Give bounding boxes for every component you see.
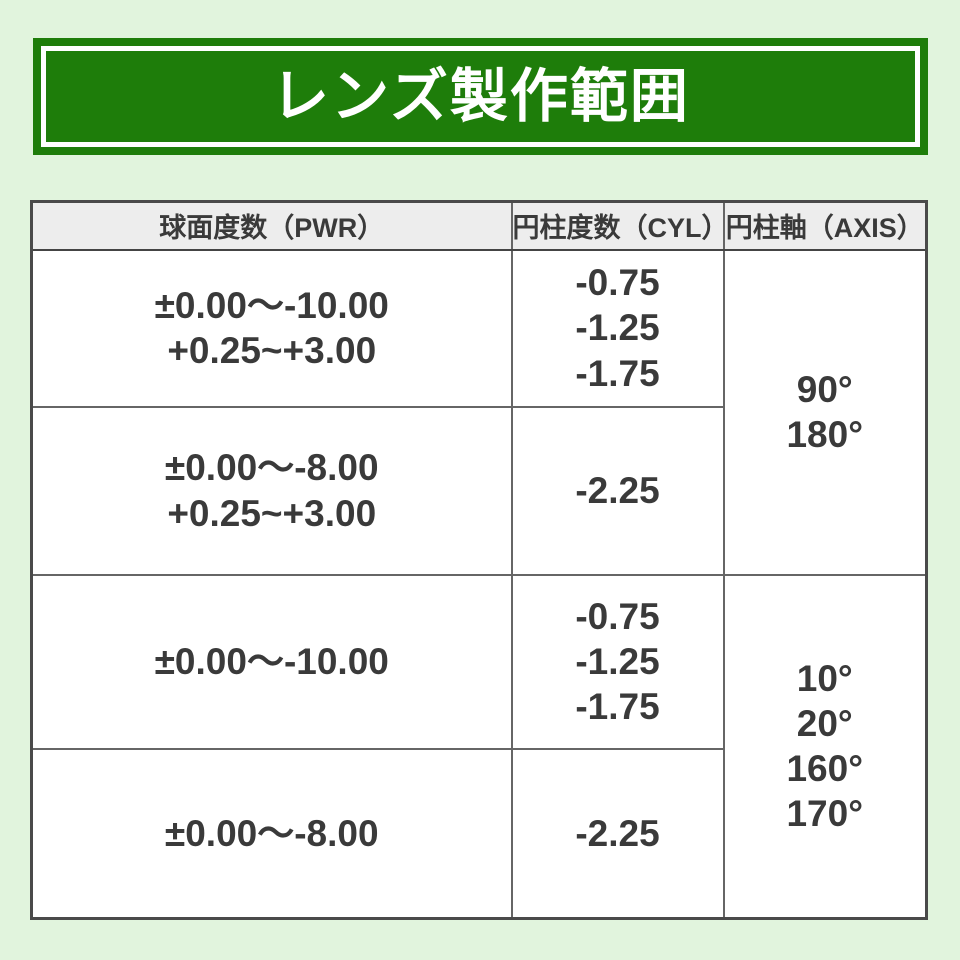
- page: { "banner": { "title": "レンズ製作範囲" }, "tab…: [0, 38, 960, 960]
- pwr-range-cell-4: ±0.00～-8.00: [30, 747, 513, 920]
- axis-values-cell-2: 10° 20° 160° 170°: [722, 573, 928, 920]
- header-axis: 円柱軸（AXIS）: [722, 200, 928, 251]
- cyl-values-cell-4: -2.25: [510, 747, 725, 920]
- pwr-range-cell-1: ±0.00～-10.00 +0.25~+3.00: [30, 248, 513, 408]
- cyl-values-cell-1: -0.75 -1.25 -1.75: [510, 248, 725, 408]
- title-banner: レンズ製作範囲: [33, 38, 928, 155]
- table-row: ±0.00～-10.00 -0.75 -1.25 -1.75 10° 20° 160° 1…: [30, 573, 928, 920]
- pwr-range-cell-2: ±0.00～-8.00 +0.25~+3.00: [30, 405, 513, 576]
- axis-values-cell-1: 90° 180°: [722, 248, 928, 576]
- lens-range-table: 球面度数（PWR） 円柱度数（CYL） 円柱軸（AXIS） ±0.00～-10.…: [30, 200, 928, 920]
- page-title: レンズ製作範囲: [271, 63, 690, 129]
- cyl-values-cell-2: -2.25: [510, 405, 725, 576]
- cyl-values-cell-3: -0.75 -1.25 -1.75: [510, 573, 725, 750]
- table-row: ±0.00～-8.00 +0.25~+3.00 -2.25: [30, 405, 927, 576]
- pwr-range-cell-3: ±0.00～-10.00: [30, 573, 513, 750]
- header-cyl: 円柱度数（CYL）: [510, 200, 729, 251]
- header-pwr: 球面度数（PWR）: [30, 200, 513, 251]
- table-row: ±0.00～-10.00 +0.25~+3.00 -0.75 -1.25 -1.75 …: [30, 248, 928, 576]
- table-row: ±0.00～-8.00 -2.25: [30, 747, 927, 920]
- table-header-row: 球面度数（PWR） 円柱度数（CYL） 円柱軸（AXIS）: [30, 200, 928, 251]
